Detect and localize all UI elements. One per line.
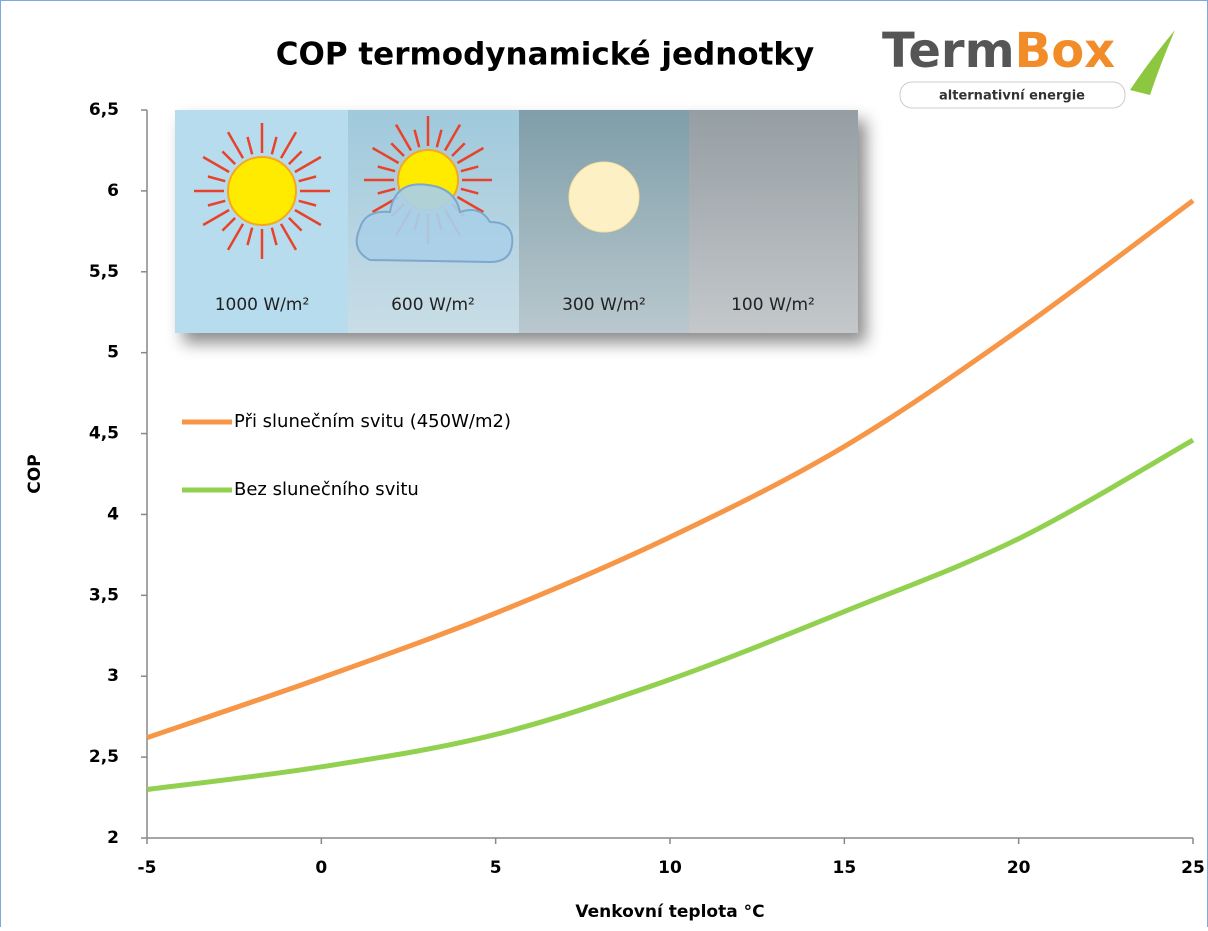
y-tick-label: 4 — [107, 504, 119, 524]
y-tick-label: 3,5 — [89, 585, 119, 605]
pale-sun — [569, 162, 639, 232]
y-tick-label: 6 — [107, 181, 119, 201]
x-tick-label: 25 — [1181, 858, 1205, 878]
x-tick-label: 15 — [832, 858, 856, 878]
y-tick-label: 6,5 — [89, 100, 119, 120]
x-tick-label: 0 — [315, 858, 327, 878]
logo-swoosh — [1130, 30, 1175, 95]
y-tick-label: 5 — [107, 343, 119, 363]
y-tick-label: 2 — [107, 828, 119, 848]
y-tick-label: 4,5 — [89, 424, 119, 444]
chart-title: COP termodynamické jednotky — [276, 37, 815, 73]
y-tick-label: 5,5 — [89, 262, 119, 282]
y-tick-label: 3 — [107, 666, 119, 686]
logo-name: TermBox — [882, 23, 1115, 79]
panel-label: 600 W/m² — [391, 295, 475, 315]
legend-label: Při slunečním svitu (450W/m2) — [234, 411, 511, 432]
page: {"chart_data": {"type": "line", "title":… — [0, 0, 1208, 927]
legend-label: Bez slunečního svitu — [234, 479, 419, 500]
inset-image: 1000 W/m² 600 W/m² 300 W/m² 100 W/m² — [175, 110, 858, 333]
panel-label: 1000 W/m² — [215, 295, 310, 315]
x-tick-label: 20 — [1007, 858, 1031, 878]
x-tick-label: 10 — [658, 858, 682, 878]
y-tick-label: 2,5 — [89, 747, 119, 767]
chart: COP termodynamické jednotky TermBox alte… — [0, 0, 1208, 927]
x-tick-label: -5 — [138, 858, 157, 878]
panel-label: 300 W/m² — [562, 295, 646, 315]
y-axis-title: COP — [25, 454, 45, 493]
x-tick-label: 5 — [490, 858, 502, 878]
panel-label: 100 W/m² — [731, 295, 815, 315]
logo: TermBox alternativní energie — [882, 23, 1175, 108]
logo-term: Term — [882, 23, 1015, 79]
logo-tagline: alternativní energie — [939, 89, 1085, 104]
logo-box: Box — [1015, 23, 1116, 79]
x-axis-title: Venkovní teplota °C — [575, 902, 764, 922]
sun-disc — [228, 157, 296, 225]
